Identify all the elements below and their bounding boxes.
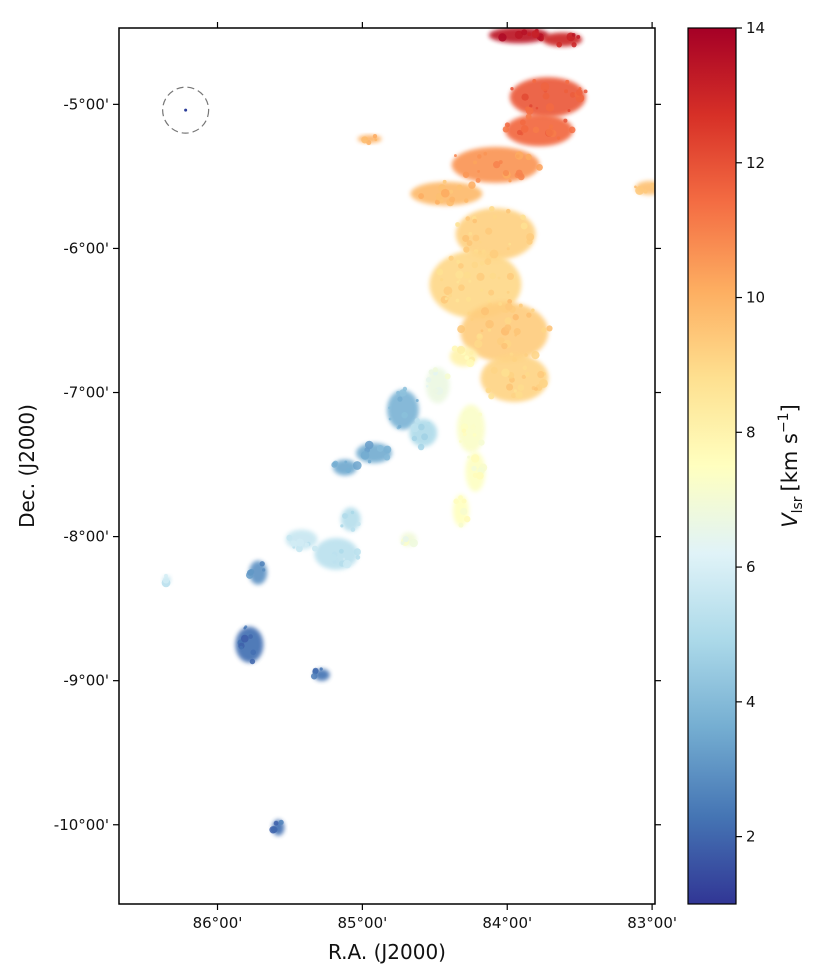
y-axis: -5°00' -6°00' -7°00' -8°00' -9°00' -10°00' <box>54 95 661 834</box>
emission-region <box>161 573 171 588</box>
colorbar-frame <box>687 27 737 905</box>
colorbar-label-sub: lsr <box>790 496 806 513</box>
y-tick-label: -7°00' <box>63 384 109 402</box>
plot-area <box>119 28 655 904</box>
colorbar-tick-label: 8 <box>746 423 756 441</box>
y-tick-label: -10°00' <box>54 816 109 834</box>
emission-region <box>451 146 543 183</box>
x-tick-label: 84°00' <box>482 914 532 932</box>
y-tick-label: -8°00' <box>63 528 109 546</box>
colorbar-ticks: 2 4 6 8 10 12 14 <box>736 19 765 846</box>
emission-region <box>409 417 438 451</box>
colorbar-label: Vlsr [km s−1] <box>776 404 806 528</box>
beam-circle <box>162 86 210 134</box>
emission-region <box>449 345 478 368</box>
emission-region <box>425 367 451 404</box>
emission-region <box>410 179 483 207</box>
emission-layer <box>161 28 655 836</box>
beam-center-dot <box>184 108 188 112</box>
x-tick-label: 86°00' <box>193 914 243 932</box>
emission-region <box>634 180 655 195</box>
colorbar-tick-label: 2 <box>746 828 756 846</box>
colorbar-tick-label: 14 <box>746 19 765 37</box>
emission-region <box>311 537 361 570</box>
emission-region <box>542 32 583 48</box>
plot-frame <box>118 27 656 905</box>
colorbar-tick-label: 10 <box>746 289 765 307</box>
emission-region <box>245 560 268 585</box>
colorbar-gradient <box>688 28 736 904</box>
emission-region <box>509 77 588 118</box>
emission-region <box>488 28 549 44</box>
emission-region <box>452 494 471 528</box>
emission-region <box>465 451 488 492</box>
colorbar-label-exp: −1 <box>776 412 792 433</box>
y-axis-label: Dec. (J2000) <box>15 404 39 528</box>
y-tick-label: -5°00' <box>63 95 109 113</box>
colorbar-label-end: ] <box>778 404 802 412</box>
colorbar-label-v: V <box>778 512 802 528</box>
emission-region <box>310 667 330 681</box>
emission-region <box>331 459 362 476</box>
y-tick-label: -9°00' <box>63 672 109 690</box>
emission-region <box>357 133 382 146</box>
emission-region <box>502 113 576 147</box>
emission-region <box>455 205 536 263</box>
map-panel: 86°00' 85°00' 84°00' 83°00' -5°00' -6°00' -7°… <box>15 22 677 964</box>
emission-region <box>429 246 522 321</box>
emission-region <box>400 532 418 548</box>
x-tick-label: 85°00' <box>337 914 387 932</box>
colorbar: 2 4 6 8 10 12 14 Vlsr [km s−1] <box>687 19 806 905</box>
colorbar-tick-label: 6 <box>746 558 756 576</box>
y-tick-label: -6°00' <box>63 239 109 257</box>
x-axis: 86°00' 85°00' 84°00' 83°00' <box>193 22 677 932</box>
emission-region <box>269 819 285 836</box>
emission-region <box>355 440 392 464</box>
colorbar-tick-label: 4 <box>746 693 756 711</box>
x-axis-label: R.A. (J2000) <box>328 940 446 964</box>
emission-region <box>386 386 419 430</box>
emission-region <box>235 625 264 665</box>
colorbar-tick-label: 12 <box>746 154 765 172</box>
emission-region <box>457 404 486 453</box>
emission-region <box>285 529 318 553</box>
colorbar-label-unit: [km s <box>778 433 802 491</box>
emission-region <box>480 354 549 403</box>
emission-region <box>457 299 553 363</box>
x-tick-label: 83°00' <box>627 914 677 932</box>
emission-region <box>340 507 361 532</box>
